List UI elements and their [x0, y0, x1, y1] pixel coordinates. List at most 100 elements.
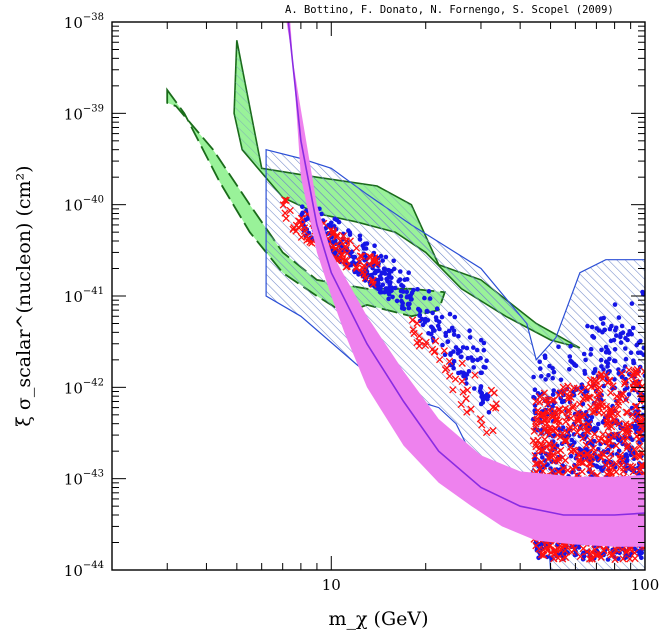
data-point — [594, 326, 599, 331]
data-point — [619, 374, 625, 380]
data-point — [282, 196, 290, 205]
data-point — [573, 428, 581, 437]
data-point — [279, 201, 287, 209]
data-point — [556, 446, 565, 455]
data-point — [592, 367, 598, 372]
data-point — [578, 447, 583, 453]
data-point — [298, 221, 306, 229]
data-point — [478, 355, 483, 361]
data-point — [626, 462, 635, 470]
data-point — [625, 337, 630, 343]
data-point — [589, 408, 597, 416]
data-point — [574, 409, 582, 417]
data-point — [300, 204, 305, 209]
data-point — [472, 386, 477, 391]
data-point — [543, 419, 551, 428]
data-point — [625, 366, 633, 374]
data-point — [451, 375, 460, 383]
data-point — [343, 249, 351, 258]
data-point — [485, 396, 490, 402]
y-tick-labels: 10−38 10−39 10−40 10−41 10−42 10−43 10−44 — [64, 12, 104, 580]
data-point — [292, 221, 301, 229]
data-point — [640, 396, 645, 404]
data-point — [329, 220, 334, 226]
data-point — [383, 254, 389, 260]
data-point — [631, 549, 639, 557]
data-point — [577, 433, 582, 439]
data-point — [613, 431, 621, 439]
data-point — [603, 359, 609, 365]
data-point — [583, 450, 592, 458]
data-point — [543, 377, 548, 382]
data-point — [623, 346, 628, 351]
data-point — [581, 554, 587, 559]
data-point — [614, 401, 622, 409]
data-point — [583, 357, 588, 363]
data-point — [436, 355, 444, 364]
data-point — [578, 467, 586, 476]
data-point — [610, 415, 619, 423]
data-point — [561, 404, 569, 413]
data-point — [581, 411, 589, 419]
data-point — [547, 363, 552, 369]
data-point — [373, 268, 379, 274]
data-point — [442, 352, 448, 358]
data-point — [616, 315, 622, 320]
data-point — [398, 294, 404, 299]
data-point — [554, 545, 562, 553]
data-point — [629, 468, 638, 476]
data-point — [399, 305, 405, 311]
data-point — [467, 335, 473, 340]
data-point — [446, 328, 452, 334]
data-point — [635, 379, 643, 387]
data-point — [537, 441, 545, 449]
data-point — [430, 310, 435, 316]
data-point — [394, 298, 400, 304]
data-point — [492, 404, 500, 412]
data-point — [342, 237, 351, 245]
data-point — [352, 254, 358, 260]
data-point — [550, 433, 556, 439]
data-point — [373, 260, 381, 268]
data-point — [577, 458, 586, 467]
data-point — [550, 392, 556, 397]
data-point — [540, 455, 545, 460]
data-point — [567, 447, 575, 456]
data-point — [391, 258, 397, 264]
data-point — [571, 432, 577, 437]
data-point — [636, 417, 645, 425]
data-point — [613, 410, 622, 418]
data-point — [574, 414, 583, 423]
data-point — [357, 233, 363, 239]
data-point — [639, 462, 645, 471]
data-point — [537, 458, 546, 466]
data-point — [585, 454, 594, 462]
data-point — [400, 300, 406, 306]
data-point — [457, 400, 465, 409]
data-point — [334, 242, 343, 251]
data-point — [581, 351, 587, 357]
data-point — [621, 378, 629, 386]
data-point — [365, 260, 374, 269]
data-point — [588, 346, 594, 352]
x-axis-title: m_χ (GeV) — [328, 608, 428, 630]
data-point — [387, 268, 393, 274]
data-point — [390, 294, 395, 300]
data-point — [445, 357, 454, 366]
data-point — [538, 366, 543, 371]
data-point — [397, 277, 403, 282]
data-point — [476, 415, 485, 423]
data-point — [564, 395, 573, 403]
data-point — [416, 337, 424, 345]
data-point — [564, 382, 572, 390]
data-point — [601, 367, 606, 372]
data-point — [626, 392, 632, 397]
data-point — [426, 289, 432, 294]
data-point — [562, 417, 570, 426]
data-point — [558, 396, 563, 401]
data-point — [567, 367, 572, 372]
data-point — [427, 296, 433, 301]
data-point — [549, 451, 557, 459]
data-point — [451, 328, 457, 334]
data-point — [489, 403, 497, 411]
